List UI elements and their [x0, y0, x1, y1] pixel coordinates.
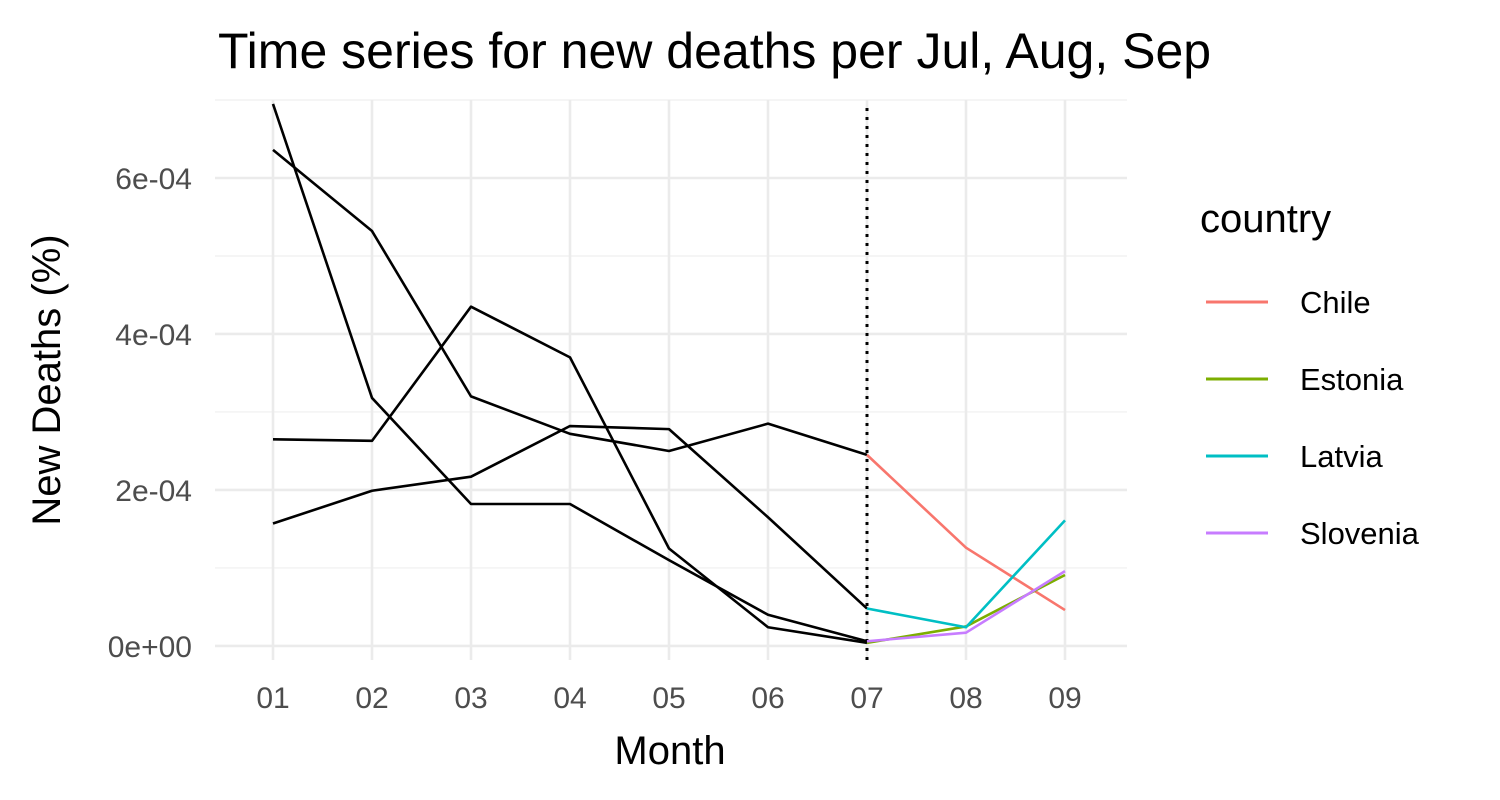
- history-line-4: [272, 424, 868, 610]
- history-line-1: [271, 103, 868, 643]
- history-lines: [271, 103, 868, 645]
- chart-title: Time series for new deaths per Jul, Aug,…: [218, 23, 1211, 79]
- x-tick-label: 01: [256, 682, 289, 715]
- legend-label-latvia: Latvia: [1300, 439, 1383, 474]
- x-tick-label: 09: [1048, 682, 1081, 715]
- x-tick-label: 08: [949, 682, 982, 715]
- y-tick-label: 0e+00: [108, 631, 192, 664]
- legend-label-estonia: Estonia: [1300, 362, 1404, 397]
- plot-area: [215, 99, 1127, 660]
- series-line-slovenia: [866, 569, 1066, 643]
- x-tick-label: 03: [454, 682, 487, 715]
- x-axis-title: Month: [614, 729, 725, 773]
- legend-label-chile: Chile: [1300, 285, 1371, 320]
- series-line-chile: [866, 453, 1066, 612]
- x-tick-label: 02: [355, 682, 388, 715]
- x-tick-label: 04: [553, 682, 586, 715]
- y-axis-ticks: 0e+00 2e-04 4e-04 6e-04: [108, 163, 192, 664]
- x-tick-label: 05: [652, 682, 685, 715]
- x-axis-ticks: 01 02 03 04 05 06 07 08 09: [256, 682, 1081, 715]
- legend-title: country: [1200, 197, 1331, 241]
- history-line-3: [272, 305, 868, 645]
- history-line-2: [272, 148, 868, 457]
- legend: country Chile Estonia Latvia Slovenia: [1200, 197, 1420, 551]
- legend-items: Chile Estonia Latvia Slovenia: [1206, 285, 1420, 551]
- y-tick-label: 4e-04: [115, 319, 192, 352]
- y-axis-title: New Deaths (%): [25, 234, 69, 525]
- y-tick-label: 2e-04: [115, 475, 192, 508]
- x-tick-label: 06: [751, 682, 784, 715]
- y-tick-label: 6e-04: [115, 163, 192, 196]
- grid: [215, 99, 1127, 660]
- series-lines: [866, 453, 1066, 645]
- x-tick-label: 07: [850, 682, 883, 715]
- legend-label-slovenia: Slovenia: [1300, 516, 1420, 551]
- series-line-latvia: [866, 519, 1066, 629]
